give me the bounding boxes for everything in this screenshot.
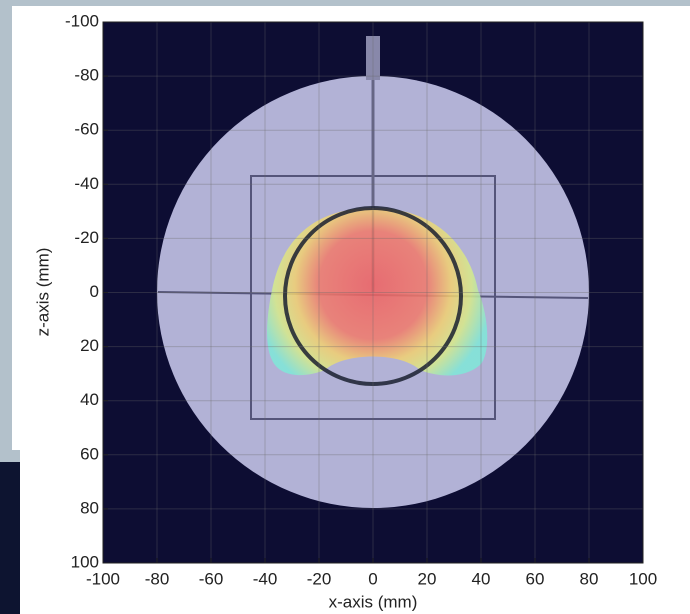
x-tick-label: -100 [86, 569, 120, 588]
y-tick-label: -20 [74, 228, 99, 247]
y-tick-label: 0 [90, 282, 99, 301]
y-tick-label: 40 [80, 390, 99, 409]
x-tick-label: -40 [253, 569, 278, 588]
y-tick-label: 60 [80, 444, 99, 463]
y-tick-label: -60 [74, 120, 99, 139]
dose-overlay [267, 208, 488, 376]
image [103, 22, 643, 563]
gap [12, 450, 20, 462]
y-tick-label: -80 [74, 66, 99, 85]
x-tick-label: 40 [472, 569, 491, 588]
x-tick-label: 0 [368, 569, 377, 588]
y-tick-label: -100 [65, 11, 99, 30]
x-axis-label: x-axis (mm) [329, 592, 418, 611]
x-tick-label: 100 [629, 569, 657, 588]
x-tick-label: 20 [418, 569, 437, 588]
y-axis-label: z-axis (mm) [33, 248, 52, 337]
y-tick-label: 20 [80, 336, 99, 355]
x-tick-label: -20 [307, 569, 332, 588]
y-tick-label: 100 [71, 552, 99, 571]
x-tick-label: -60 [199, 569, 224, 588]
x-tick-label: -80 [145, 569, 170, 588]
side-panel [0, 462, 20, 614]
y-tick-label: 80 [80, 498, 99, 517]
rod-top [366, 36, 380, 80]
y-tick-label: -40 [74, 174, 99, 193]
ring [283, 206, 463, 386]
x-tick-label: 80 [580, 569, 599, 588]
x-tick-label: 60 [526, 569, 545, 588]
